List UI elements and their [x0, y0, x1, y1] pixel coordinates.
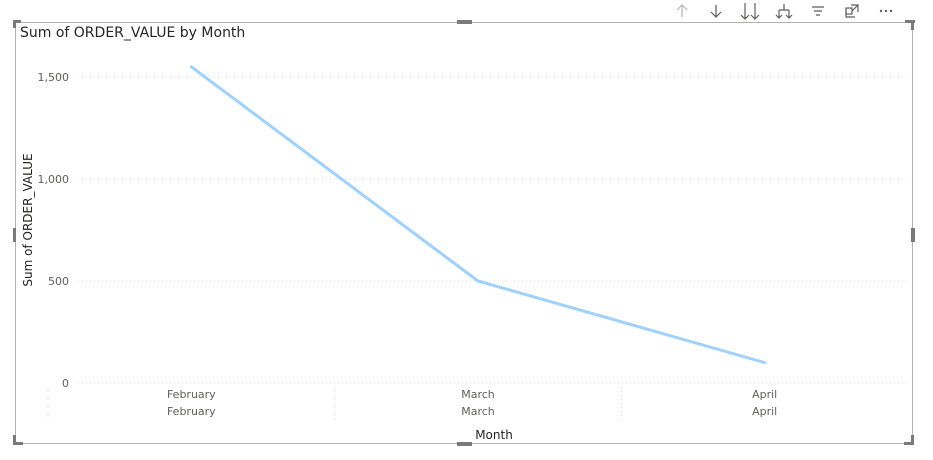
resize-handle-bottom-right[interactable] — [904, 442, 914, 445]
x-tick-label: March — [461, 388, 495, 401]
expand-hierarchy-icon[interactable] — [770, 1, 798, 21]
resize-handle-middle-right[interactable] — [911, 228, 915, 242]
resize-handle-top-left[interactable] — [13, 20, 21, 23]
resize-handle-bottom-left[interactable] — [13, 442, 23, 445]
resize-handle-top-right[interactable] — [905, 20, 915, 23]
series-line[interactable] — [189, 65, 767, 365]
x-tick-label-level2: February — [167, 405, 216, 418]
expand-all-down-icon[interactable] — [736, 1, 764, 21]
resize-handle-bottom-right-v[interactable] — [911, 435, 914, 445]
resize-handle-bottom-left-v[interactable] — [13, 435, 16, 445]
x-tick-label-level2: March — [461, 405, 495, 418]
drill-down-icon[interactable] — [702, 1, 730, 21]
y-tick-label: 500 — [48, 275, 69, 288]
drill-up-icon[interactable] — [668, 1, 696, 21]
y-tick-label: 0 — [62, 377, 69, 390]
focus-mode-icon[interactable] — [838, 1, 866, 21]
more-options-icon[interactable] — [872, 1, 900, 21]
visual-header-toolbar — [668, 0, 906, 22]
y-tick-label: 1,000 — [38, 173, 70, 186]
x-tick-label-level2: April — [752, 405, 777, 418]
resize-handle-top-right-v[interactable] — [911, 20, 914, 30]
filter-icon[interactable] — [804, 1, 832, 21]
resize-handle-middle-left[interactable] — [13, 228, 16, 242]
resize-handle-top-center[interactable] — [457, 20, 472, 24]
chart-title: Sum of ORDER_VALUE by Month — [20, 25, 246, 41]
resize-handle-top-left-v[interactable] — [13, 20, 16, 28]
y-axis-title: Sum of ORDER_VALUE — [21, 153, 35, 286]
x-tick-label: April — [752, 388, 777, 401]
resize-handle-bottom-center[interactable] — [457, 442, 472, 446]
x-axis-title: Month — [475, 428, 513, 442]
y-tick-label: 1,500 — [38, 71, 70, 84]
x-tick-label: February — [167, 388, 216, 401]
